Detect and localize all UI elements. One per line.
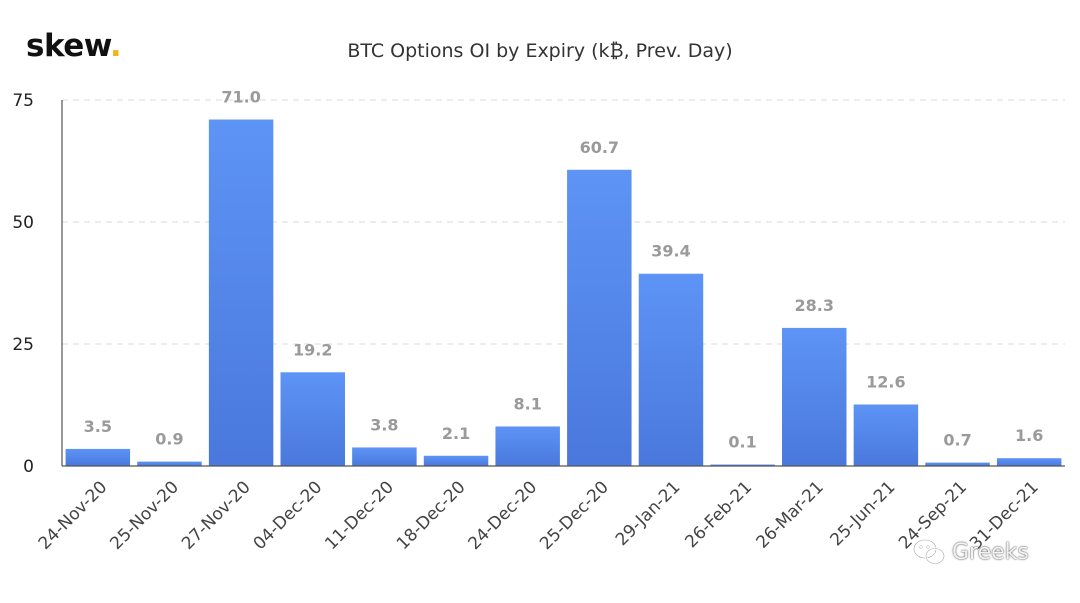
x-tick-label: 29-Jan-21 <box>612 477 685 550</box>
bar <box>925 462 990 466</box>
chart-title: BTC Options OI by Expiry (k₿, Prev. Day) <box>347 40 733 62</box>
x-tick-label: 27-Nov-20 <box>178 477 255 554</box>
data-labels: 3.5 0.9 71.0 19.2 3.8 2.1 8.1 60.7 39.4 0.1 28.3 12… <box>84 88 1044 452</box>
skew-logo: skew. <box>26 28 122 64</box>
bar <box>782 327 847 466</box>
bar <box>208 119 274 467</box>
bar <box>638 273 704 466</box>
bar <box>495 426 560 466</box>
data-label: 1.6 <box>1015 426 1043 445</box>
y-tick-label: 25 <box>12 335 34 355</box>
data-label: 8.1 <box>514 394 542 413</box>
x-tick-label: 25-Dec-20 <box>536 477 613 554</box>
x-tick-label: 25-Nov-20 <box>106 477 183 554</box>
bar <box>996 458 1062 466</box>
watermark-text: Greeks <box>952 539 1029 565</box>
x-tick-label: 24-Dec-20 <box>465 477 542 554</box>
data-label: 2.1 <box>442 424 470 443</box>
x-tick-labels: 24-Nov-2025-Nov-2027-Nov-2004-Dec-2011-D… <box>35 477 1043 554</box>
bar <box>65 448 131 466</box>
x-tick-label: 26-Feb-21 <box>681 477 756 552</box>
x-tick-label: 18-Dec-20 <box>393 477 470 554</box>
y-tick-label: 75 <box>12 91 34 111</box>
bar <box>137 461 202 466</box>
y-tick-label: 50 <box>12 213 34 233</box>
x-tick-label: 11-Dec-20 <box>321 477 398 554</box>
bar <box>853 404 919 466</box>
x-tick-label: 26-Mar-21 <box>752 477 827 552</box>
data-label: 19.2 <box>293 340 332 359</box>
bars <box>65 119 1062 467</box>
y-tick-labels: 0 25 50 75 <box>12 91 34 477</box>
data-label: 71.0 <box>221 88 260 107</box>
y-tick-label: 0 <box>23 457 34 477</box>
bar <box>280 372 345 466</box>
bar <box>710 464 775 466</box>
data-label: 12.6 <box>866 373 905 392</box>
data-label: 0.7 <box>943 431 971 450</box>
data-label: 0.9 <box>155 430 183 449</box>
logo-text: skew <box>26 28 110 64</box>
bar <box>567 169 632 466</box>
watermark: Greeks <box>912 538 1029 566</box>
wechat-icon <box>912 538 946 565</box>
data-label: 3.5 <box>84 417 112 436</box>
x-tick-label: 24-Nov-20 <box>35 477 112 554</box>
data-label: 0.1 <box>728 433 756 452</box>
bar <box>423 455 489 466</box>
data-label: 28.3 <box>795 296 834 315</box>
logo-dot: . <box>109 28 122 64</box>
x-tick-label: 04-Dec-20 <box>250 477 327 554</box>
data-label: 3.8 <box>370 415 398 434</box>
x-tick-label: 25-Jun-21 <box>827 477 900 550</box>
bar <box>352 447 417 466</box>
axes <box>61 100 1065 467</box>
data-label: 39.4 <box>651 242 690 261</box>
data-label: 60.7 <box>580 138 619 157</box>
